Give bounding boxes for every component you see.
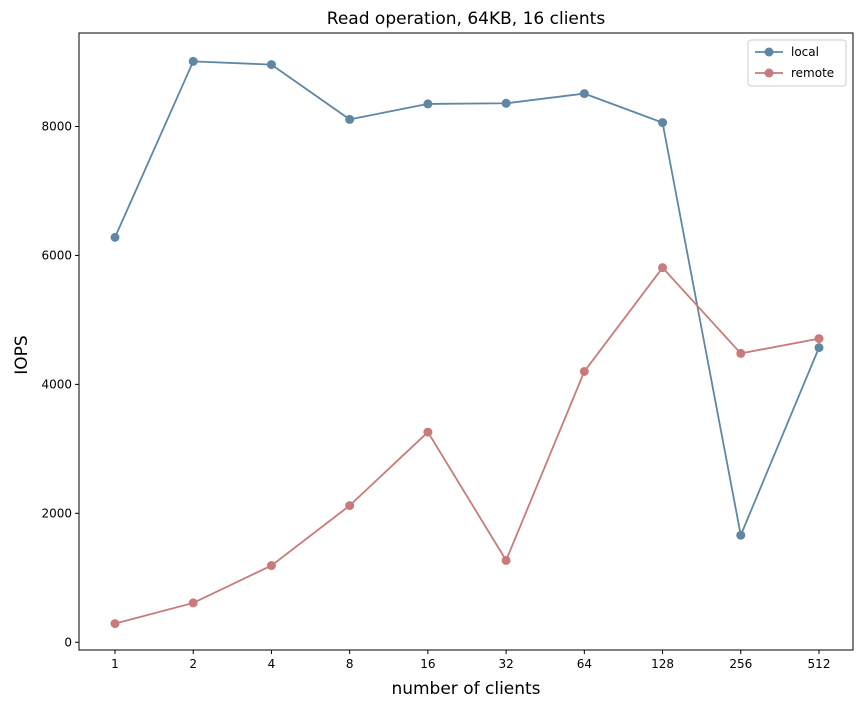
y-axis-title: IOPS [12,335,32,374]
x-axis-title: number of clients [391,679,540,699]
x-tick-label: 2 [189,657,197,671]
y-axis: 0 2000 4000 6000 8000 [41,119,79,649]
chart-title: Read operation, 64KB, 16 clients [327,9,606,29]
series-line-remote [114,266,820,625]
data-point-local [110,232,120,242]
y-tick-label: 8000 [41,119,72,133]
data-point-remote [736,348,746,358]
x-tick-label: 32 [498,657,513,671]
x-axis: 1 2 4 8 16 32 64 128 256 512 [111,650,830,671]
data-point-local [814,343,824,353]
data-point-local [423,99,433,109]
legend-label-local: local [791,45,819,59]
data-point-remote [345,501,355,511]
legend-marker-local [764,47,774,57]
legend: local remote [747,39,847,87]
y-tick-label: 6000 [41,248,72,262]
x-tick-label: 16 [420,657,435,671]
x-tick-label: 512 [808,657,831,671]
data-point-remote [658,263,668,273]
x-tick-label: 128 [651,657,674,671]
plot-area [78,32,854,651]
x-tick-label: 256 [729,657,752,671]
data-point-local [188,56,198,66]
x-tick-label: 8 [346,657,354,671]
x-tick-label: 64 [577,657,592,671]
series-line-local [114,60,820,539]
series-layer [110,56,824,629]
data-point-remote [501,555,511,565]
data-point-local [736,530,746,540]
data-point-local [579,89,589,99]
y-tick-label: 0 [64,635,72,649]
data-point-local [266,60,276,70]
data-point-remote [110,619,120,629]
data-point-remote [579,366,589,376]
data-point-remote [423,427,433,437]
y-tick-label: 4000 [41,377,72,391]
data-point-remote [814,334,824,344]
data-point-local [501,98,511,108]
x-tick-label: 1 [111,657,119,671]
data-point-remote [266,561,276,571]
legend-marker-remote [764,68,774,78]
data-point-local [658,118,668,128]
x-tick-label: 4 [268,657,276,671]
data-point-local [345,114,355,124]
data-point-remote [188,598,198,608]
y-tick-label: 2000 [41,506,72,520]
legend-label-remote: remote [791,66,834,80]
